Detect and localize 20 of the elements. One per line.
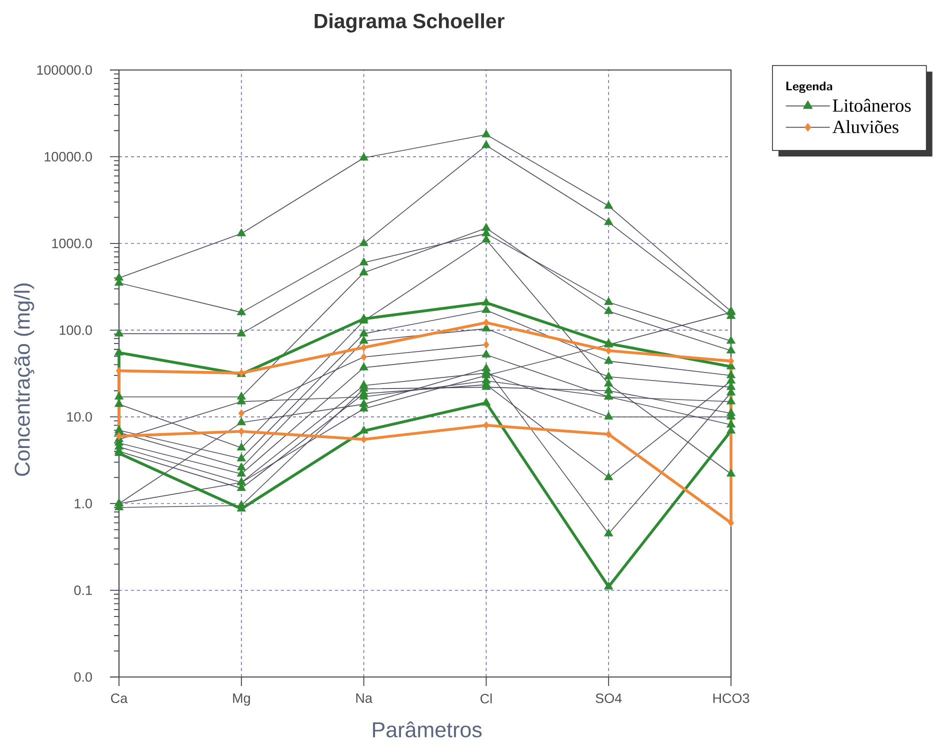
legend-title: Legenda	[786, 82, 832, 93]
y-tick-label: 10.0	[67, 412, 92, 422]
y-tick-label: 100.0	[60, 325, 92, 335]
legend-label: Aluviões	[832, 120, 898, 134]
chart-title: Diagrama Schoeller	[314, 13, 504, 32]
x-tick-label: SO4	[596, 694, 622, 704]
legend-label: Litoâneros	[832, 98, 911, 112]
y-axis-title: Concentração (mg/l)	[14, 284, 34, 476]
x-axis-title: Parâmetros	[373, 722, 482, 738]
y-tick-label: 0.1	[74, 586, 92, 596]
y-tick-label: 10000.0	[44, 152, 92, 162]
x-tick-label: Cl	[480, 694, 492, 704]
y-tick-label: 100000.0	[37, 65, 92, 75]
x-tick-label: Ca	[111, 694, 128, 704]
x-tick-label: HCO3	[713, 694, 750, 704]
x-tick-label: Na	[356, 694, 372, 703]
y-tick-label: 1000.0	[52, 238, 92, 248]
y-tick-label: 0.0	[74, 672, 92, 682]
x-tick-label: Mg	[233, 694, 250, 706]
y-tick-label: 1.0	[74, 498, 92, 508]
